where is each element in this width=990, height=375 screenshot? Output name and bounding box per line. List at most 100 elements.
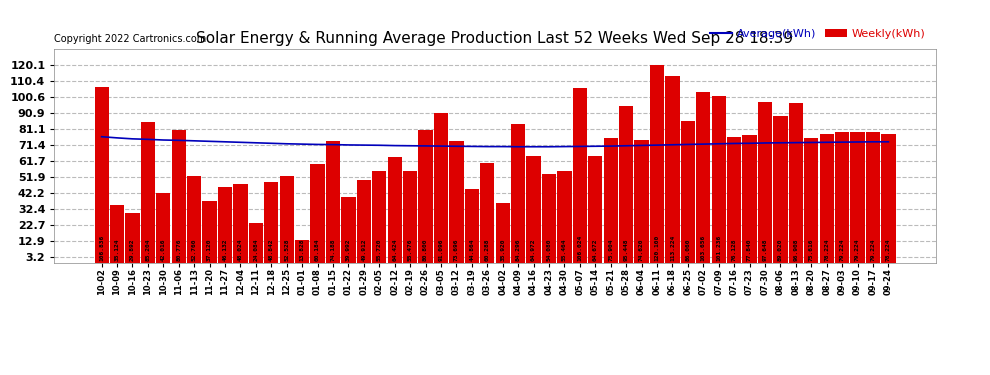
Text: 106.836: 106.836 <box>99 235 104 261</box>
Text: 44.864: 44.864 <box>469 238 474 261</box>
Bar <box>464 189 479 262</box>
Bar <box>712 96 726 262</box>
Bar <box>542 174 556 262</box>
Text: 101.236: 101.236 <box>716 235 721 261</box>
Text: 35.124: 35.124 <box>115 238 120 261</box>
Text: 113.224: 113.224 <box>670 235 675 261</box>
Text: 52.528: 52.528 <box>284 238 289 261</box>
Bar <box>742 135 756 262</box>
Bar <box>496 204 510 262</box>
Bar <box>203 201 217 262</box>
Text: 73.696: 73.696 <box>454 238 459 261</box>
Text: 48.842: 48.842 <box>269 238 274 261</box>
Text: 74.620: 74.620 <box>640 238 644 261</box>
Text: 49.912: 49.912 <box>361 238 366 261</box>
Bar <box>126 213 140 262</box>
Text: 29.892: 29.892 <box>130 238 135 261</box>
Text: 76.128: 76.128 <box>732 238 737 261</box>
Text: 80.800: 80.800 <box>423 238 428 261</box>
Text: 85.204: 85.204 <box>146 238 150 261</box>
Text: 42.016: 42.016 <box>160 238 165 261</box>
Bar <box>356 180 371 262</box>
Bar <box>789 103 803 262</box>
Bar <box>681 121 695 262</box>
Bar <box>511 124 526 262</box>
Bar <box>573 88 587 262</box>
Bar <box>434 113 448 262</box>
Text: 60.184: 60.184 <box>315 238 320 261</box>
Bar <box>171 130 186 262</box>
Text: 48.024: 48.024 <box>238 238 243 261</box>
Text: 52.760: 52.760 <box>192 238 197 261</box>
Bar <box>94 87 109 262</box>
Bar <box>588 156 602 262</box>
Bar <box>758 102 772 262</box>
Bar <box>850 132 864 262</box>
Text: 75.904: 75.904 <box>608 238 613 261</box>
Bar <box>604 138 618 262</box>
Text: 54.080: 54.080 <box>546 238 551 261</box>
Text: 64.672: 64.672 <box>593 238 598 261</box>
Text: 80.776: 80.776 <box>176 238 181 261</box>
Bar <box>696 92 711 262</box>
Text: 79.224: 79.224 <box>855 238 860 261</box>
Bar <box>110 205 124 262</box>
Bar <box>187 176 201 262</box>
Text: 75.616: 75.616 <box>809 238 814 261</box>
Text: 103.656: 103.656 <box>701 235 706 261</box>
Text: 74.188: 74.188 <box>331 238 336 261</box>
Text: 120.100: 120.100 <box>654 235 659 261</box>
Bar <box>804 138 819 262</box>
Bar <box>527 156 541 262</box>
Bar <box>619 105 634 262</box>
Text: 78.224: 78.224 <box>886 238 891 261</box>
Text: 77.840: 77.840 <box>747 238 752 261</box>
Text: 37.120: 37.120 <box>207 238 212 261</box>
Text: 46.132: 46.132 <box>223 238 228 261</box>
Bar <box>311 164 325 262</box>
Bar <box>295 240 309 262</box>
Bar <box>881 134 896 262</box>
Text: 60.288: 60.288 <box>485 238 490 261</box>
Text: 64.424: 64.424 <box>392 238 397 261</box>
Bar <box>449 141 463 262</box>
Bar <box>820 134 834 262</box>
Text: 64.972: 64.972 <box>531 238 536 261</box>
Bar <box>342 197 355 262</box>
Text: 86.060: 86.060 <box>685 238 690 261</box>
Bar <box>773 116 787 262</box>
Bar <box>665 76 679 262</box>
Bar <box>156 194 170 262</box>
Text: 55.476: 55.476 <box>408 238 413 261</box>
Bar <box>264 182 278 262</box>
Bar <box>649 65 664 262</box>
Bar <box>218 187 232 262</box>
Text: 91.096: 91.096 <box>439 238 444 261</box>
Bar <box>403 171 417 262</box>
Text: 78.224: 78.224 <box>825 238 830 261</box>
Bar <box>480 164 494 262</box>
Text: 84.296: 84.296 <box>516 238 521 261</box>
Legend: Average(kWh), Weekly(kWh): Average(kWh), Weekly(kWh) <box>706 24 930 43</box>
Text: 55.464: 55.464 <box>562 238 567 261</box>
Text: 96.908: 96.908 <box>793 238 798 261</box>
Bar <box>388 157 402 262</box>
Bar <box>141 122 155 262</box>
Bar <box>419 130 433 262</box>
Bar <box>635 140 648 262</box>
Text: 79.224: 79.224 <box>840 238 844 261</box>
Bar <box>326 141 341 262</box>
Bar <box>372 171 386 262</box>
Text: Copyright 2022 Cartronics.com: Copyright 2022 Cartronics.com <box>54 34 207 45</box>
Bar <box>866 132 880 262</box>
Bar <box>835 132 849 262</box>
Text: 106.024: 106.024 <box>577 235 582 261</box>
Text: 79.224: 79.224 <box>870 238 875 261</box>
Bar <box>248 223 263 262</box>
Text: 97.648: 97.648 <box>762 238 767 261</box>
Text: 95.448: 95.448 <box>624 238 629 261</box>
Bar <box>727 137 742 262</box>
Text: 39.992: 39.992 <box>346 238 350 261</box>
Text: 89.020: 89.020 <box>778 238 783 261</box>
Title: Solar Energy & Running Average Production Last 52 Weeks Wed Sep 28 18:39: Solar Energy & Running Average Productio… <box>196 31 794 46</box>
